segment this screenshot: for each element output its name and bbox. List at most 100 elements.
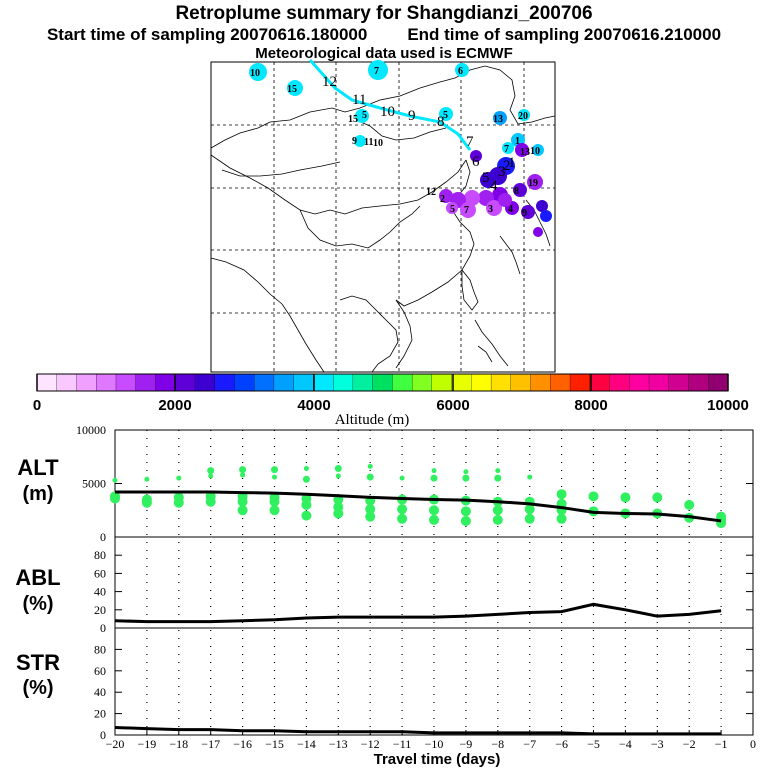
colorbar-cell [569,373,591,392]
cluster-dot [455,63,469,77]
colorbar-cell [451,373,472,392]
y-tick-label: 0 [100,530,106,544]
colorbar-cell [214,373,235,392]
colorbar-cell [708,373,729,392]
alt-scatter-point [240,472,246,478]
str-label: STR [16,650,60,675]
abl-unit: (%) [22,593,53,615]
alt-scatter-point [462,474,470,482]
cluster-label: 1 [515,136,520,147]
x-tick-label: −14 [297,737,316,751]
x-tick-label: −2 [683,737,696,751]
alt-scatter-point [684,499,695,510]
alt-scatter-point [335,473,341,479]
alt-scatter-point [524,513,535,524]
abl-y-ticks: 80 60 40 20 0 [94,548,753,635]
colorbar-tick-label: 10000 [707,397,749,414]
alt-scatter-point [237,496,248,507]
cluster-dot [460,202,476,218]
cluster-label: 12 [426,187,436,198]
track-label: 3 [498,164,506,180]
track-labels: 12 11 10 9 8 7 6 5 4 3 2 1 [322,74,516,194]
cluster-label: 7 [374,66,379,77]
colorbar-cell [372,373,393,392]
alt-scatter-point [463,469,469,475]
x-tick-label: −7 [523,737,536,751]
track-label: 1 [508,155,516,171]
cluster-dot [515,143,529,157]
cluster-label: 6 [458,66,463,77]
alt-scatter-point [460,515,471,526]
alt-unit: (m) [22,483,53,505]
colorbar-cell [648,373,670,392]
colorbar-cell [510,373,532,392]
cluster-label: 19 [528,178,538,189]
str-y-ticks: 80 60 40 20 0 [94,642,753,742]
cluster-dot [498,193,512,207]
cluster-dot [287,80,303,96]
colorbar-cell [313,373,334,392]
alt-scatter-point [652,492,663,503]
cluster-dot [489,167,507,185]
cluster-label: 10 [373,138,383,149]
alt-scatter-point [302,475,310,483]
track-label: 9 [408,108,416,124]
alt-scatter-point [272,474,277,480]
alt-scatter-point [495,468,501,474]
alt-scatter-point [494,474,502,482]
x-tick-label: −11 [393,737,411,751]
abl-label: ABL [15,565,60,590]
colorbar-cell [96,373,117,392]
alt-scatter-point [429,505,439,516]
alt-scatter-point [205,496,216,507]
colorbar-cell [688,373,709,392]
x-tick-label: −17 [201,737,220,751]
cluster-label: 15 [348,114,358,125]
track-label: 11 [352,92,366,108]
altitude-colorbar: 0 2000 4000 6000 8000 10000 Altitude (m) [33,373,749,428]
colorbar-cell [411,373,433,392]
colorbar-cell [589,373,610,392]
alt-scatter-point [110,493,120,504]
x-tick-label: −12 [361,737,380,751]
cluster-dot [249,63,267,81]
x-tick-label: 0 [750,737,756,751]
colorbar-cell [609,373,630,392]
x-tick-label: −6 [555,737,568,751]
colorbar-cell [431,373,453,392]
cluster-dot [536,200,548,212]
track-label: 5 [482,170,490,186]
start-time: Start time of sampling 20070616.180000 [46,25,368,44]
alt-scatter-point [112,477,118,483]
str-unit: (%) [22,677,53,699]
x-axis-label: Travel time (days) [374,751,501,768]
x-tick-label: −1 [715,737,728,751]
cluster-label: 15 [287,84,297,95]
cluster-label: 7 [464,205,469,216]
colorbar-cell [490,373,512,392]
cluster-label: 5 [362,110,367,121]
purple-clusters [439,143,552,237]
cluster-label: 9 [352,136,357,147]
cluster-dot [533,227,543,237]
alt-scatter-point [431,468,437,474]
cluster-dot [493,111,507,125]
cluster-label: 10 [250,68,260,79]
colorbar-cell [332,373,354,392]
colorbar-ticks: 0 2000 4000 6000 8000 10000 [33,374,749,414]
alt-scatter-point [429,514,439,525]
cluster-dot [502,142,514,154]
alt-scatter-point [334,465,342,473]
colorbar-cell [352,373,374,392]
colorbar-cell [194,373,216,392]
y-tick-label: 10000 [76,423,106,437]
alt-scatter-point [492,505,503,516]
panel-labels: ALT (m) ABL (%) STR (%) [15,455,60,699]
colorbar-cell [629,373,650,392]
track-label: 8 [437,114,445,130]
cluster-label: 7 [504,144,509,155]
colorbar-cell [273,373,295,392]
cluster-label: 11 [364,137,373,148]
